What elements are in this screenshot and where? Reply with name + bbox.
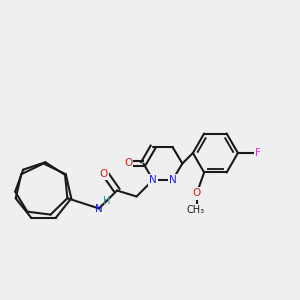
- Text: F: F: [255, 148, 261, 158]
- Text: O: O: [99, 169, 108, 179]
- Text: N: N: [149, 175, 157, 185]
- Text: O: O: [193, 188, 201, 199]
- Text: H: H: [103, 196, 110, 206]
- Text: O: O: [124, 158, 132, 169]
- Text: CH₃: CH₃: [186, 205, 204, 215]
- Text: N: N: [169, 175, 176, 185]
- Text: N: N: [95, 203, 103, 214]
